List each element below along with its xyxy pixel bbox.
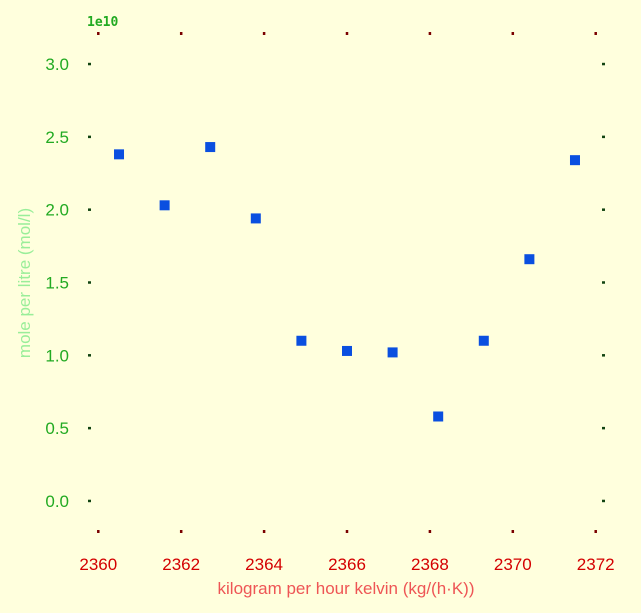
x-tick-label: 2372 [577,555,615,574]
y-tick-label: 2.5 [45,128,69,147]
x-tick-label: 2370 [494,555,532,574]
data-point [478,335,489,346]
y-tick-label: 3.0 [45,55,69,74]
y-tick-label: 2.0 [45,201,69,220]
y-tick-label: 1.0 [45,346,69,365]
y-axis-ticks: 0.0 0.5 1.0 1.5 2.0 2.5 3.0 [45,55,605,511]
y-tick-label: 0.0 [45,492,69,511]
data-point [387,347,398,358]
y-axis-label: mole per litre (mol/l) [15,208,34,358]
data-point [250,213,261,224]
data-point [569,155,580,166]
x-tick-label: 2364 [245,555,283,574]
data-point [159,200,170,211]
data-point [342,345,352,356]
x-tick-label: 2362 [162,555,200,574]
x-tick-label: 2366 [328,555,366,574]
x-axis-ticks: 2360 2362 2364 2366 2368 2370 2372 [79,32,615,574]
data-point [296,335,307,346]
data-point [524,254,535,265]
x-tick-label: 2368 [411,555,449,574]
x-tick-label: 2360 [79,555,117,574]
data-points [114,142,580,422]
data-point [114,149,125,160]
x-axis-label: kilogram per hour kelvin (kg/(h·K)) [218,579,475,598]
y-tick-label: 0.5 [45,419,69,438]
data-point [205,142,216,153]
data-point [433,411,444,422]
y-axis-offset-label: 1e10 [87,15,118,30]
y-tick-label: 1.5 [45,274,69,293]
